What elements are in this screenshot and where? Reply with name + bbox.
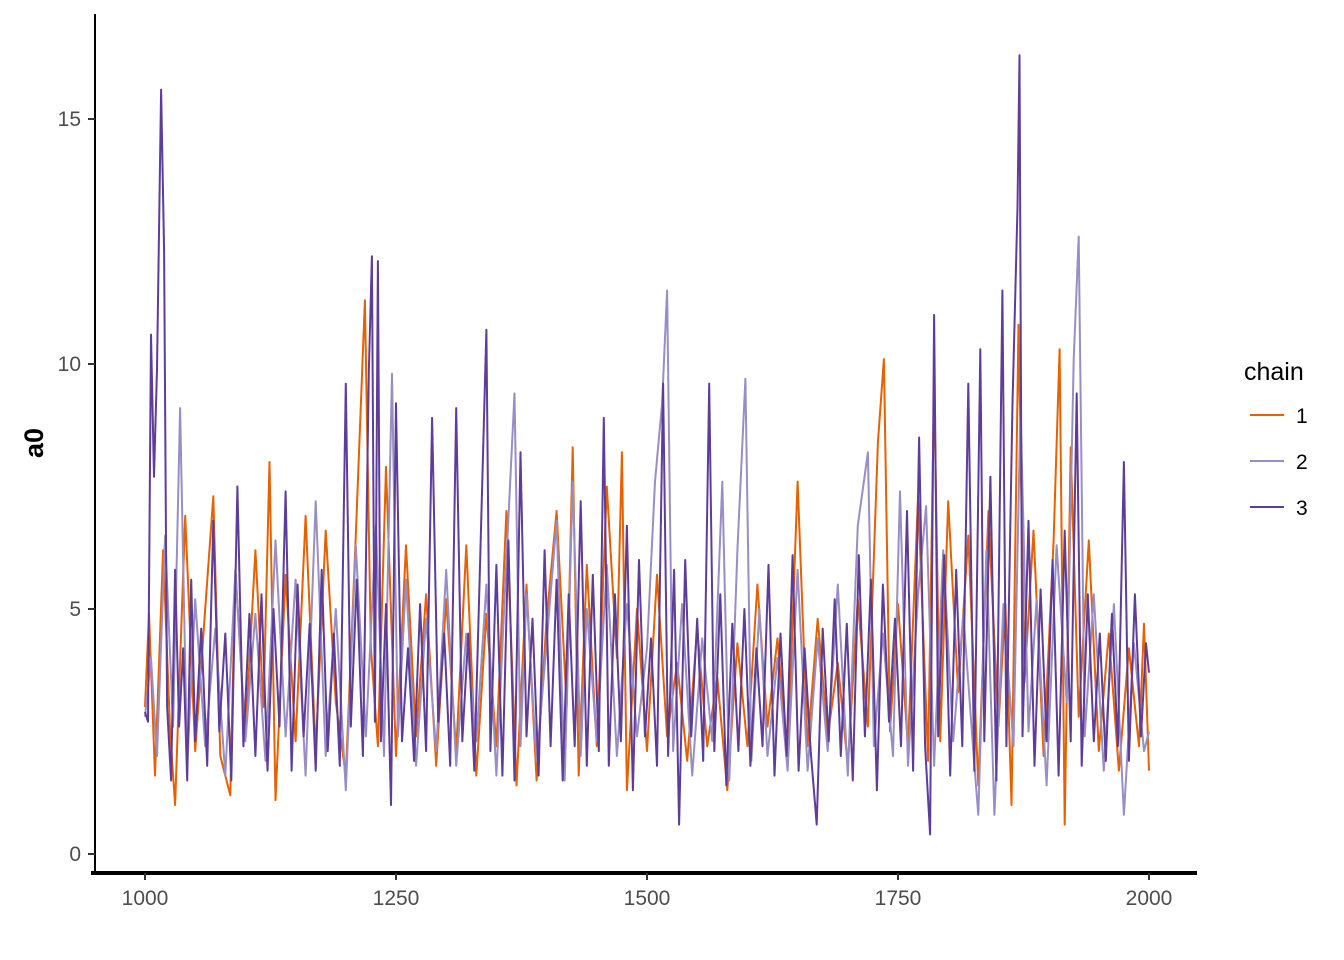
legend-entries: 1 2 3	[1250, 405, 1308, 520]
y-axis-title: a0	[19, 428, 49, 458]
legend-title: chain	[1244, 358, 1304, 386]
x-tick-label: 1000	[122, 887, 169, 910]
x-axis-ticks: 1000 1250 1500 1750 2000	[122, 873, 1173, 910]
legend-label-2: 2	[1296, 451, 1308, 474]
y-axis-ticks: 0 5 10 15	[58, 108, 95, 866]
y-tick-label: 0	[69, 843, 81, 866]
x-tick-label: 1500	[624, 887, 671, 910]
legend-label-3: 3	[1296, 497, 1308, 520]
x-tick-label: 1750	[875, 887, 922, 910]
y-tick-label: 10	[58, 353, 81, 376]
series-layer	[144, 54, 1150, 836]
series-3-line	[144, 54, 1150, 836]
y-tick-label: 5	[69, 598, 81, 621]
y-tick-label: 15	[58, 108, 81, 131]
legend: chain 1 2 3	[1244, 358, 1308, 520]
x-tick-label: 2000	[1126, 887, 1173, 910]
x-tick-label: 1250	[373, 887, 420, 910]
legend-label-1: 1	[1296, 405, 1308, 428]
